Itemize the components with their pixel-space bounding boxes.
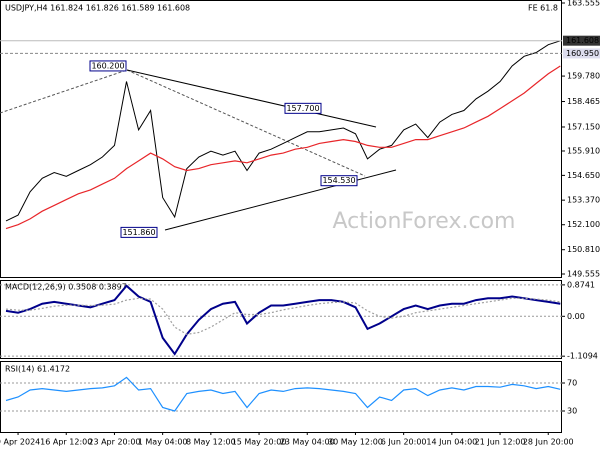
x-tick-label: 23 Apr 20:00 xyxy=(88,438,140,447)
watermark: ActionForex.com xyxy=(333,209,516,234)
series-line xyxy=(5,297,561,335)
y-tick-label: 150.810 xyxy=(567,245,600,254)
y-tick-label: 152.100 xyxy=(567,220,600,229)
y-tick-label: 0.00 xyxy=(567,312,585,321)
y-tick-label: 163.555 xyxy=(567,0,600,8)
y-tick-label: 30 xyxy=(567,407,577,416)
x-tick-label: 6 Jun 20:00 xyxy=(381,438,427,447)
x-tick-label: 1 May 04:00 xyxy=(138,438,188,447)
x-tick-label: 14 Jun 04:00 xyxy=(426,438,477,447)
y-tick-label: 155.910 xyxy=(567,146,600,155)
x-tick-label: 23 May 04:00 xyxy=(280,438,335,447)
x-tick-label: 8 May 12:00 xyxy=(186,438,236,447)
price-box xyxy=(563,48,600,59)
trend-line xyxy=(126,69,377,128)
y-tick-label: 149.555 xyxy=(567,269,600,278)
annotation-box xyxy=(320,175,358,187)
price-panel xyxy=(0,0,562,278)
annotation-label: 154.530 xyxy=(322,176,355,185)
series-line xyxy=(5,40,561,222)
x-tick-label: 9 Apr 2024 xyxy=(0,438,40,447)
y-tick-label: 154.650 xyxy=(567,171,600,180)
x-tick-label: 28 Jun 20:00 xyxy=(523,438,574,447)
price-label: 160.950 xyxy=(566,49,599,58)
x-tick-label: 15 May 20:00 xyxy=(232,438,287,447)
y-tick-label: 0.8741 xyxy=(567,280,595,289)
price-box xyxy=(563,35,600,46)
fib-line xyxy=(126,69,366,177)
rsi-panel xyxy=(0,361,562,433)
rsi-title: RSI(14) 61.4172 xyxy=(5,365,70,374)
x-tick-label: 21 Jun 12:00 xyxy=(475,438,526,447)
x-tick-label: 16 Apr 12:00 xyxy=(40,438,92,447)
y-tick-label: 159.780 xyxy=(567,72,600,81)
annotation-box xyxy=(120,226,158,238)
x-tick-label: 30 May 12:00 xyxy=(328,438,383,447)
annotation-label: 160.200 xyxy=(91,61,124,70)
y-tick-label: 70 xyxy=(567,379,577,388)
macd-panel xyxy=(0,280,562,359)
series-line xyxy=(5,65,561,230)
annotation-box xyxy=(89,60,127,72)
y-tick-label: 157.150 xyxy=(567,122,600,131)
macd-title: MACD(12,26,9) 0.3508 0.3897 xyxy=(5,283,127,292)
chart-title: USDJPY,H4 161.824 161.826 161.589 161.60… xyxy=(5,4,190,13)
subtitle: FE 61.8 xyxy=(528,4,558,13)
fib-line xyxy=(0,69,128,114)
series-line xyxy=(5,376,561,412)
annotation-label: 151.860 xyxy=(122,228,155,237)
annotation-box xyxy=(284,102,322,114)
price-label: 161.608 xyxy=(566,36,599,45)
annotation-label: 157.700 xyxy=(286,104,319,113)
y-tick-label: 153.370 xyxy=(567,196,600,205)
y-tick-label: -1.1094 xyxy=(567,352,598,361)
y-tick-label: 158.465 xyxy=(567,97,600,106)
